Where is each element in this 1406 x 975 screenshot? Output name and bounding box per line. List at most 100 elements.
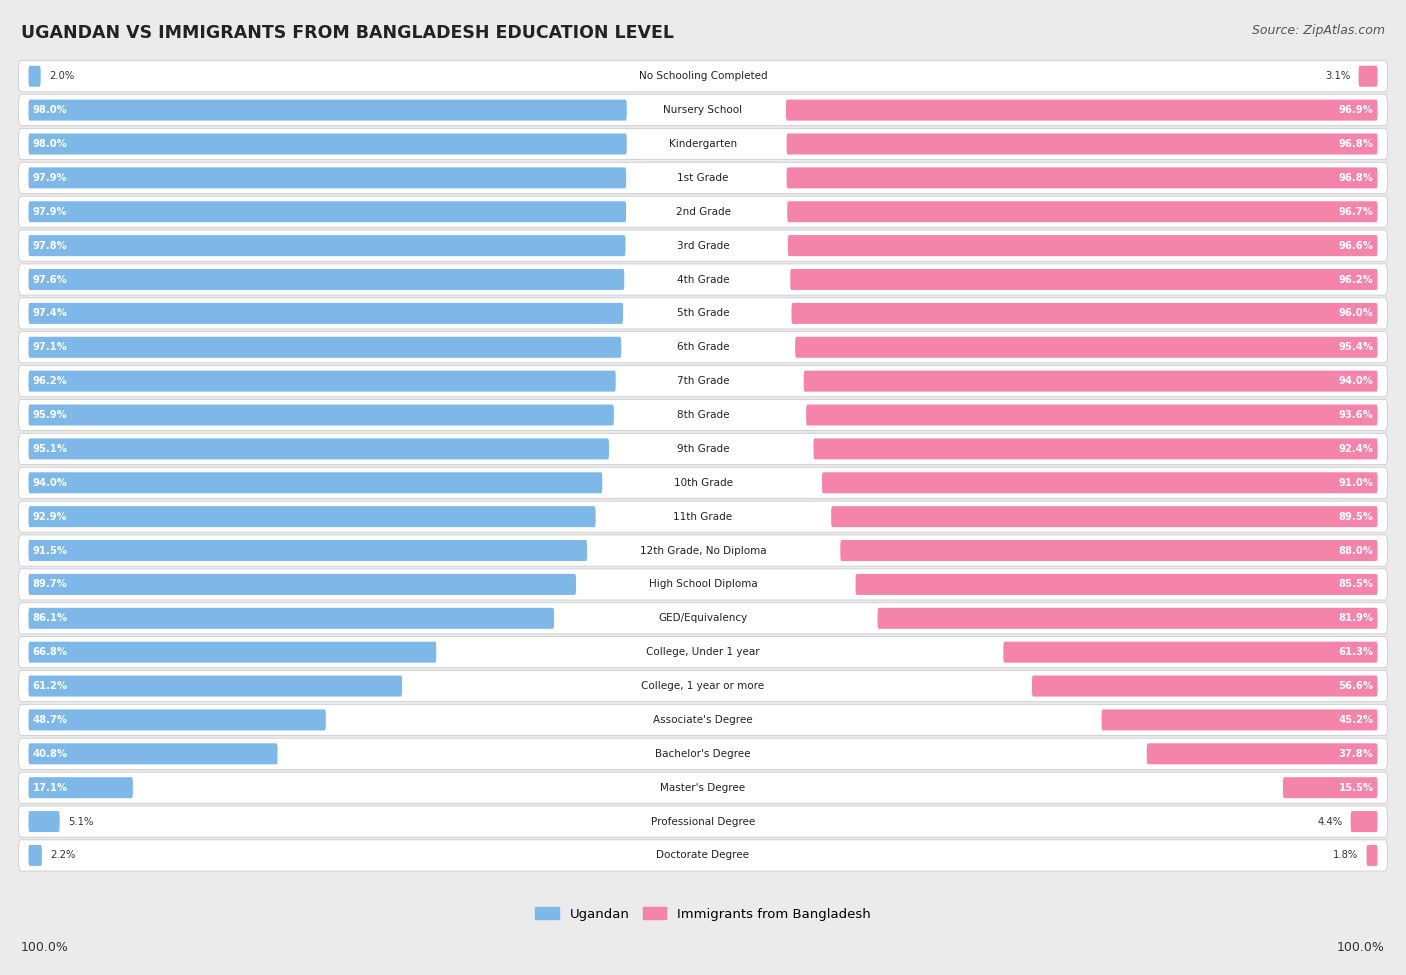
Text: Nursery School: Nursery School (664, 105, 742, 115)
FancyBboxPatch shape (18, 230, 1388, 261)
Text: 93.6%: 93.6% (1339, 410, 1374, 420)
Text: 3.1%: 3.1% (1326, 71, 1351, 81)
Text: 81.9%: 81.9% (1339, 613, 1374, 623)
Text: 15.5%: 15.5% (1339, 783, 1374, 793)
Text: 96.2%: 96.2% (1339, 275, 1374, 285)
Text: 17.1%: 17.1% (32, 783, 67, 793)
Text: Kindergarten: Kindergarten (669, 139, 737, 149)
FancyBboxPatch shape (790, 269, 1378, 290)
FancyBboxPatch shape (28, 134, 627, 154)
FancyBboxPatch shape (28, 269, 624, 290)
FancyBboxPatch shape (856, 574, 1378, 595)
Text: 2nd Grade: 2nd Grade (675, 207, 731, 216)
Text: 94.0%: 94.0% (1339, 376, 1374, 386)
Text: 96.6%: 96.6% (1339, 241, 1374, 251)
FancyBboxPatch shape (28, 65, 41, 87)
Text: 95.9%: 95.9% (32, 410, 67, 420)
Text: 96.2%: 96.2% (32, 376, 67, 386)
Text: 48.7%: 48.7% (32, 715, 67, 725)
Text: 95.4%: 95.4% (1339, 342, 1374, 352)
Text: 92.9%: 92.9% (32, 512, 67, 522)
FancyBboxPatch shape (18, 366, 1388, 397)
FancyBboxPatch shape (18, 129, 1388, 160)
Text: 2.2%: 2.2% (51, 850, 76, 861)
FancyBboxPatch shape (1032, 676, 1378, 696)
FancyBboxPatch shape (18, 433, 1388, 464)
Text: 8th Grade: 8th Grade (676, 410, 730, 420)
FancyBboxPatch shape (804, 370, 1378, 392)
FancyBboxPatch shape (1101, 710, 1378, 730)
Text: 11th Grade: 11th Grade (673, 512, 733, 522)
FancyBboxPatch shape (1367, 845, 1378, 866)
FancyBboxPatch shape (18, 839, 1388, 871)
Text: 96.0%: 96.0% (1339, 308, 1374, 319)
Text: 10th Grade: 10th Grade (673, 478, 733, 488)
Text: UGANDAN VS IMMIGRANTS FROM BANGLADESH EDUCATION LEVEL: UGANDAN VS IMMIGRANTS FROM BANGLADESH ED… (21, 24, 673, 42)
FancyBboxPatch shape (18, 400, 1388, 431)
Text: 96.8%: 96.8% (1339, 173, 1374, 183)
FancyBboxPatch shape (1004, 642, 1378, 663)
FancyBboxPatch shape (18, 671, 1388, 702)
FancyBboxPatch shape (18, 738, 1388, 769)
FancyBboxPatch shape (786, 134, 1378, 154)
Text: Associate's Degree: Associate's Degree (654, 715, 752, 725)
Text: 88.0%: 88.0% (1339, 546, 1374, 556)
FancyBboxPatch shape (28, 845, 42, 866)
FancyBboxPatch shape (28, 811, 59, 832)
Text: Doctorate Degree: Doctorate Degree (657, 850, 749, 861)
FancyBboxPatch shape (18, 501, 1388, 532)
Text: 94.0%: 94.0% (32, 478, 67, 488)
Text: 5th Grade: 5th Grade (676, 308, 730, 319)
FancyBboxPatch shape (28, 540, 588, 561)
Text: Bachelor's Degree: Bachelor's Degree (655, 749, 751, 759)
FancyBboxPatch shape (1351, 811, 1378, 832)
FancyBboxPatch shape (18, 806, 1388, 838)
Text: 98.0%: 98.0% (32, 139, 67, 149)
FancyBboxPatch shape (1282, 777, 1378, 799)
Text: GED/Equivalency: GED/Equivalency (658, 613, 748, 623)
Text: 97.9%: 97.9% (32, 207, 67, 216)
Text: 92.4%: 92.4% (1339, 444, 1374, 454)
Text: 98.0%: 98.0% (32, 105, 67, 115)
Text: 5.1%: 5.1% (67, 817, 93, 827)
FancyBboxPatch shape (28, 336, 621, 358)
FancyBboxPatch shape (786, 99, 1378, 121)
FancyBboxPatch shape (28, 506, 596, 527)
Legend: Ugandan, Immigrants from Bangladesh: Ugandan, Immigrants from Bangladesh (530, 902, 876, 926)
FancyBboxPatch shape (28, 370, 616, 392)
Text: 6th Grade: 6th Grade (676, 342, 730, 352)
FancyBboxPatch shape (18, 196, 1388, 227)
Text: 1st Grade: 1st Grade (678, 173, 728, 183)
Text: 7th Grade: 7th Grade (676, 376, 730, 386)
Text: 89.7%: 89.7% (32, 579, 67, 590)
Text: No Schooling Completed: No Schooling Completed (638, 71, 768, 81)
Text: 96.8%: 96.8% (1339, 139, 1374, 149)
Text: 61.2%: 61.2% (32, 682, 67, 691)
FancyBboxPatch shape (841, 540, 1378, 561)
FancyBboxPatch shape (18, 297, 1388, 329)
FancyBboxPatch shape (28, 743, 277, 764)
FancyBboxPatch shape (786, 168, 1378, 188)
Text: 96.9%: 96.9% (1339, 105, 1374, 115)
Text: 3rd Grade: 3rd Grade (676, 241, 730, 251)
FancyBboxPatch shape (18, 332, 1388, 363)
Text: 66.8%: 66.8% (32, 647, 67, 657)
Text: 12th Grade, No Diploma: 12th Grade, No Diploma (640, 546, 766, 556)
FancyBboxPatch shape (28, 201, 626, 222)
FancyBboxPatch shape (877, 607, 1378, 629)
FancyBboxPatch shape (814, 439, 1378, 459)
FancyBboxPatch shape (28, 439, 609, 459)
FancyBboxPatch shape (787, 235, 1378, 256)
FancyBboxPatch shape (787, 201, 1378, 222)
Text: 97.4%: 97.4% (32, 308, 67, 319)
FancyBboxPatch shape (18, 264, 1388, 295)
FancyBboxPatch shape (18, 60, 1388, 92)
FancyBboxPatch shape (18, 95, 1388, 126)
FancyBboxPatch shape (28, 607, 554, 629)
FancyBboxPatch shape (28, 303, 623, 324)
FancyBboxPatch shape (28, 405, 614, 425)
FancyBboxPatch shape (18, 704, 1388, 735)
Text: 89.5%: 89.5% (1339, 512, 1374, 522)
Text: 91.0%: 91.0% (1339, 478, 1374, 488)
Text: 96.7%: 96.7% (1339, 207, 1374, 216)
